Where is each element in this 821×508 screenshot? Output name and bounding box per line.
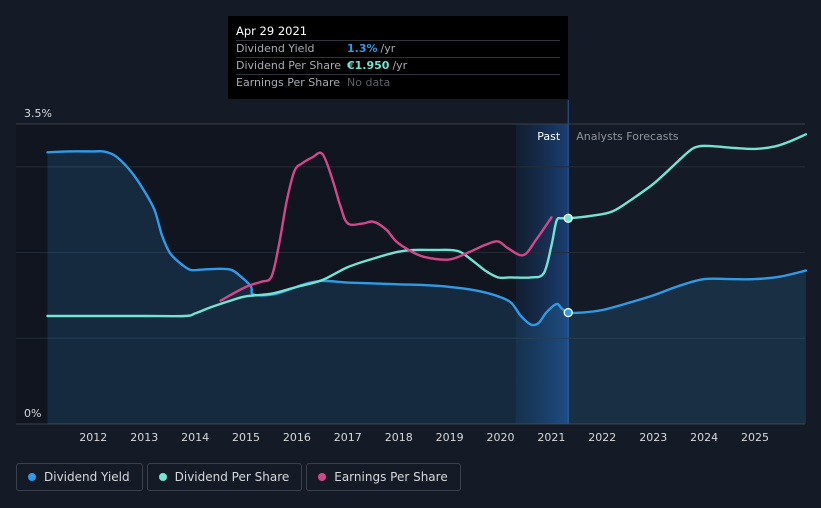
x-tick-label: 2021 [537, 431, 565, 444]
x-tick-label: 2023 [639, 431, 667, 444]
tooltip-row-dividend-yield: Dividend Yield 1.3% /yr [236, 40, 560, 57]
tooltip-unit: /yr [380, 42, 396, 55]
x-tick-label: 2012 [79, 431, 107, 444]
past-label: Past [537, 130, 561, 143]
x-tick-label: 2025 [741, 431, 769, 444]
tooltip-date: Apr 29 2021 [236, 24, 308, 38]
legend-item-dividend-yield[interactable]: Dividend Yield [16, 463, 143, 491]
legend: Dividend Yield Dividend Per Share Earnin… [16, 463, 461, 491]
tooltip-row-earnings-per-share: Earnings Per Share No data [236, 74, 560, 91]
tooltip-label: Earnings Per Share [236, 76, 341, 89]
dividend-per-share-marker [563, 213, 573, 223]
tooltip-row-dividend-per-share: Dividend Per Share €1.950 /yr [236, 57, 560, 74]
tooltip-value: 1.3% [347, 42, 378, 55]
dividend-yield-line [46, 149, 808, 327]
y-axis-bottom-label: 0% [24, 407, 41, 420]
legend-item-earnings-per-share[interactable]: Earnings Per Share [306, 463, 461, 491]
tooltip: Apr 29 2021 Dividend Yield 1.3% /yr Divi… [228, 16, 568, 99]
x-tick-label: 2014 [181, 431, 209, 444]
x-tick-label: 2020 [487, 431, 515, 444]
legend-label: Dividend Per Share [174, 470, 290, 484]
dividend-yield-area [47, 151, 806, 424]
tooltip-label: Dividend Yield [236, 42, 315, 55]
tooltip-value: €1.950 [347, 59, 390, 72]
x-tick-label: 2015 [232, 431, 260, 444]
forecast-label: Analysts Forecasts [576, 130, 679, 143]
dividend-yield-marker [563, 307, 573, 318]
legend-item-dividend-per-share[interactable]: Dividend Per Share [146, 463, 303, 491]
x-tick-label: 2022 [588, 431, 616, 444]
earnings-per-share-dot-icon [318, 473, 327, 481]
tooltip-unit: /yr [392, 59, 408, 72]
dividend-per-share-dot-icon [158, 473, 167, 481]
legend-label: Dividend Yield [44, 470, 130, 484]
tooltip-value: No data [347, 76, 391, 89]
dividend-per-share-line [46, 133, 808, 318]
x-tick-label: 2013 [130, 431, 158, 444]
earnings-per-share-line [219, 151, 553, 302]
tooltip-label: Dividend Per Share [236, 59, 342, 72]
x-tick-label: 2024 [690, 431, 718, 444]
x-tick-label: 2019 [436, 431, 464, 444]
x-tick-label: 2018 [385, 431, 413, 444]
y-axis-top-label: 3.5% [24, 107, 52, 120]
dividend-yield-dot-icon [28, 473, 36, 481]
x-tick-label: 2017 [334, 431, 362, 444]
x-tick-label: 2016 [283, 431, 311, 444]
legend-label: Earnings Per Share [334, 470, 448, 484]
